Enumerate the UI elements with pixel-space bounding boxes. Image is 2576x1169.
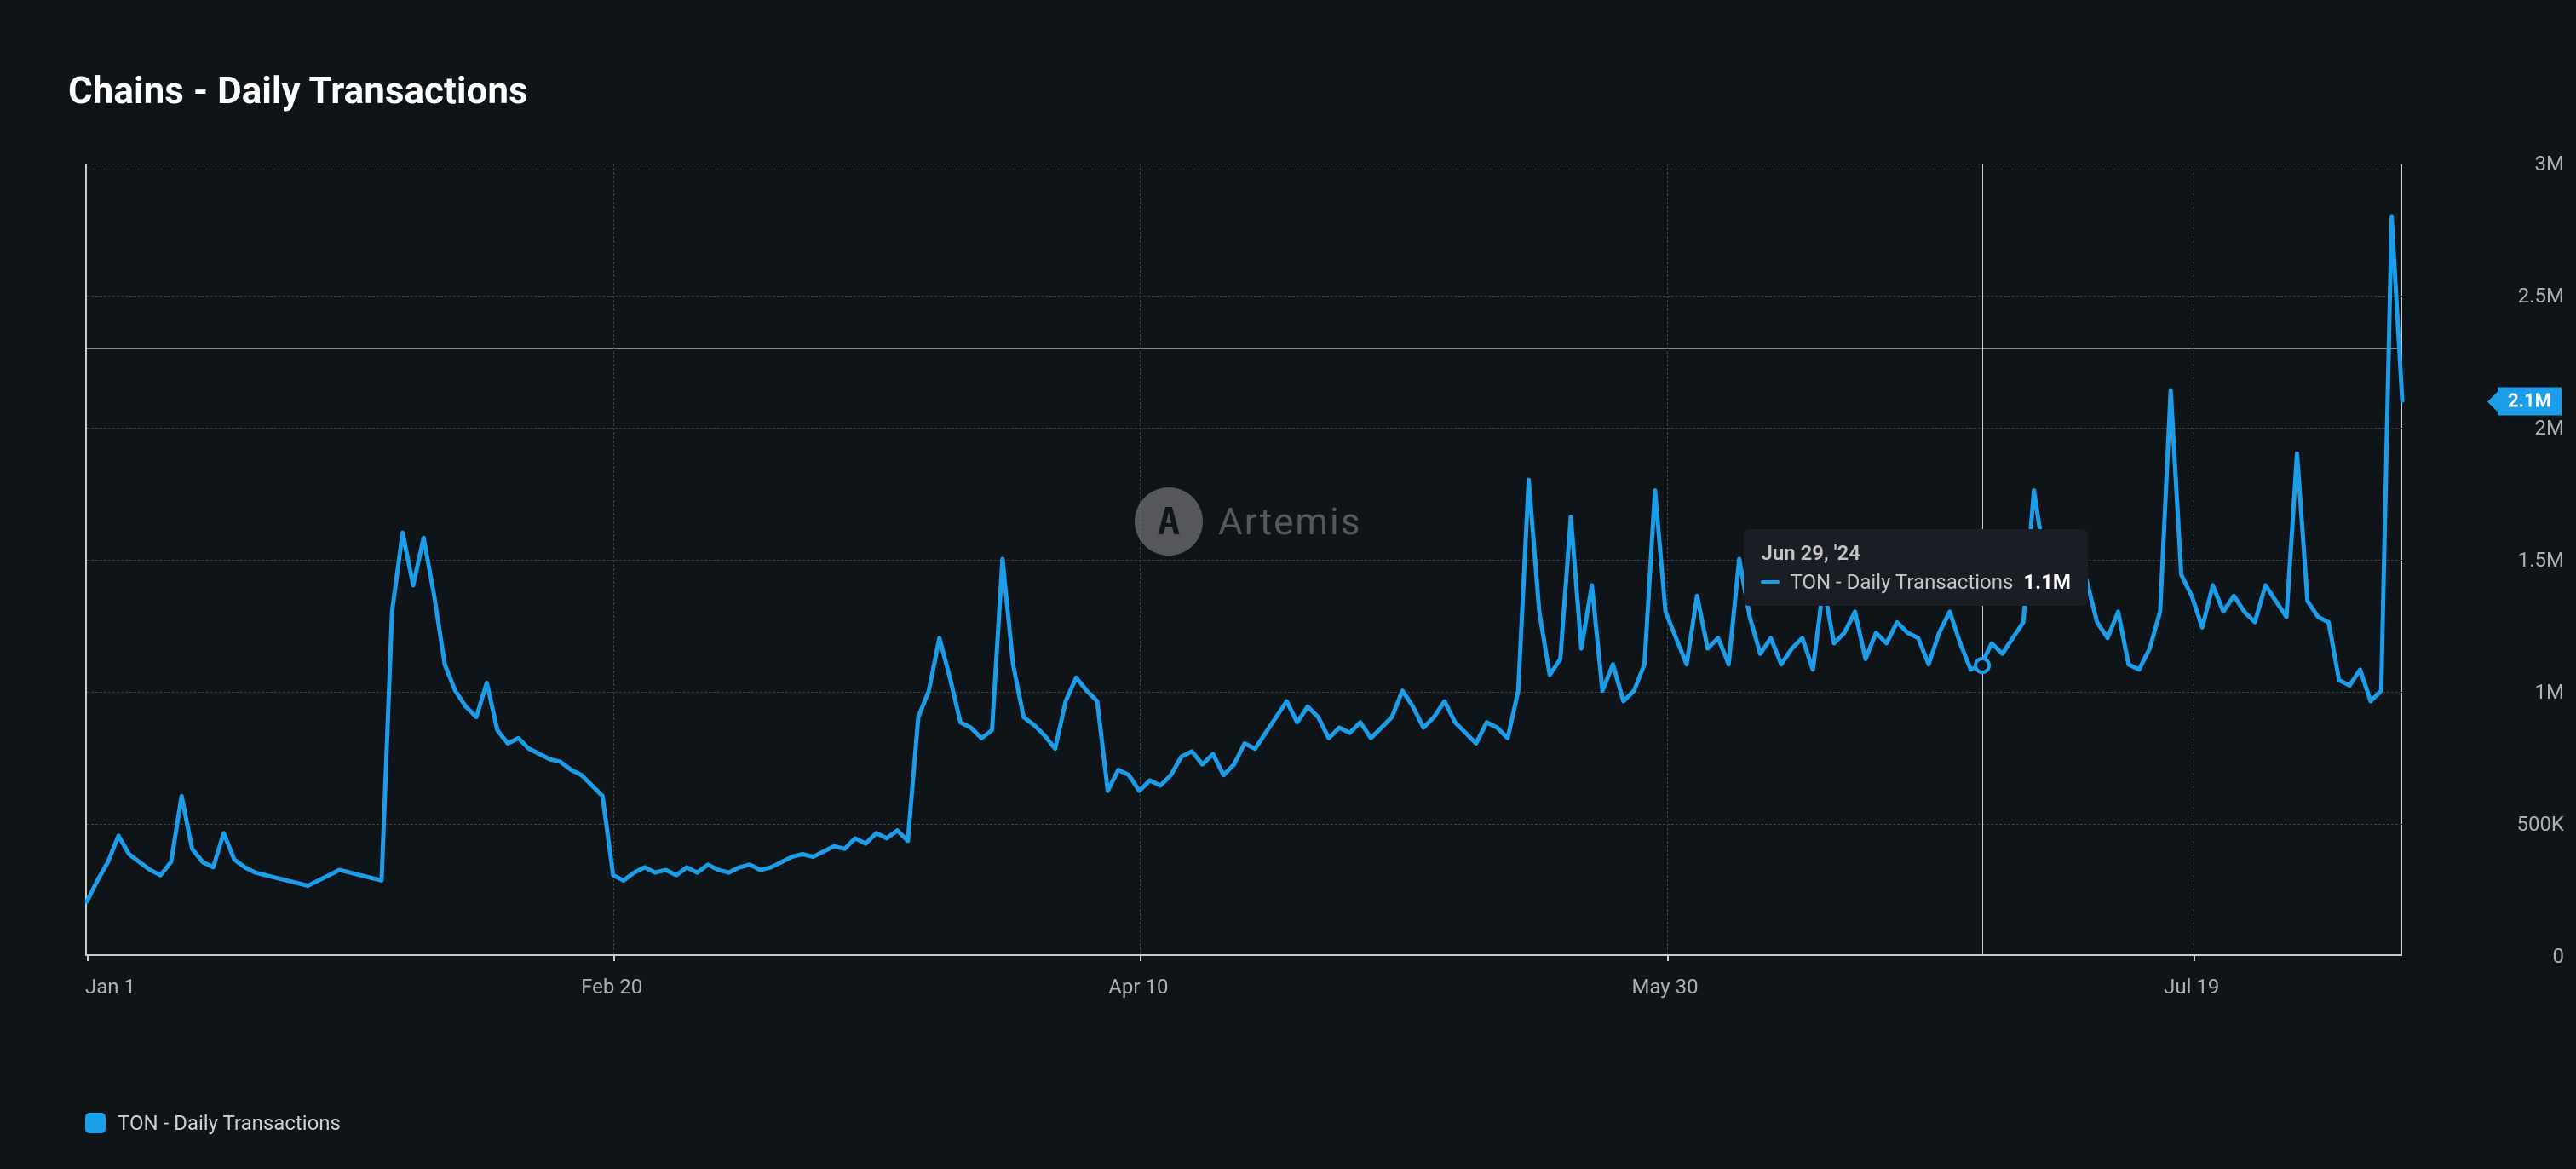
- y-axis-label: 1M: [2535, 680, 2564, 704]
- legend-item-label: TON - Daily Transactions: [118, 1111, 341, 1135]
- x-axis-label: May 30: [1631, 975, 1698, 999]
- tooltip-value: 1.1M: [2023, 570, 2071, 594]
- chart-container: A Artemis Jun 29, '24 TON - Daily Transa…: [85, 164, 2487, 982]
- end-value-badge-label: 2.1M: [2508, 391, 2551, 412]
- tooltip-series-label: TON - Daily Transactions: [1790, 570, 2013, 594]
- x-axis-label: Jul 19: [2164, 975, 2219, 999]
- x-tick: [613, 954, 615, 961]
- x-axis-label: Apr 10: [1108, 975, 1168, 999]
- x-axis-label: Jan 1: [85, 975, 135, 999]
- y-axis-label: 500K: [2516, 812, 2564, 836]
- x-axis-label: Feb 20: [581, 975, 642, 999]
- legend-swatch-icon: [85, 1113, 106, 1133]
- x-tick: [1140, 954, 1141, 961]
- y-axis-label: 0: [2553, 944, 2565, 968]
- y-axis-label: 1.5M: [2518, 548, 2564, 572]
- y-axis-label: 2M: [2535, 416, 2564, 440]
- tooltip-series-dash-icon: [1761, 580, 1780, 584]
- hover-marker: [1974, 657, 1991, 674]
- y-axis-label: 3M: [2535, 152, 2564, 176]
- x-tick: [1667, 954, 1669, 961]
- x-tick: [87, 954, 89, 961]
- hover-tooltip: Jun 29, '24 TON - Daily Transactions 1.1…: [1744, 529, 2087, 606]
- x-tick: [2194, 954, 2195, 961]
- tooltip-row: TON - Daily Transactions 1.1M: [1761, 570, 2070, 594]
- end-value-badge: 2.1M: [2498, 388, 2562, 416]
- plot-area[interactable]: A Artemis Jun 29, '24 TON - Daily Transa…: [85, 164, 2402, 956]
- y-axis-label: 2.5M: [2518, 284, 2564, 308]
- tooltip-date: Jun 29, '24: [1761, 541, 2070, 565]
- chart-title: Chains - Daily Transactions: [68, 68, 2533, 112]
- legend[interactable]: TON - Daily Transactions: [85, 1111, 341, 1135]
